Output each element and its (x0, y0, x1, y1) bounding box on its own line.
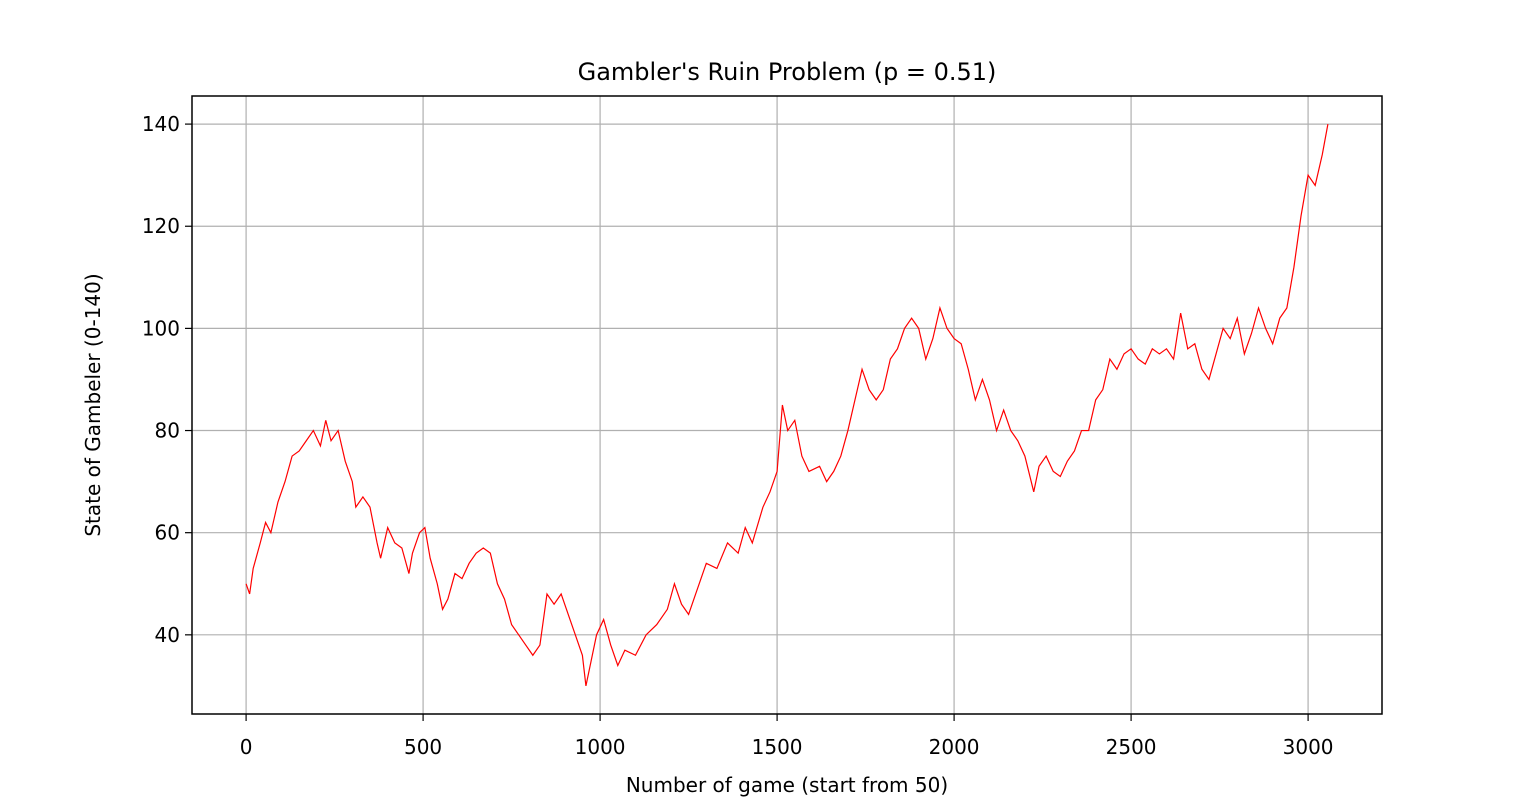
y-tick-label: 80 (155, 419, 180, 443)
y-tick-label: 40 (155, 623, 180, 647)
x-tick-label: 3000 (1283, 735, 1334, 759)
x-axis-label: Number of game (start from 50) (626, 773, 948, 797)
x-tick-label: 1000 (575, 735, 626, 759)
x-tick-label: 2000 (929, 735, 980, 759)
chart-title: Gambler's Ruin Problem (p = 0.51) (578, 58, 997, 86)
x-tick-label: 1500 (752, 735, 803, 759)
y-tick-label: 100 (142, 316, 180, 340)
data-line (245, 123, 1329, 687)
x-tick-label: 2500 (1106, 735, 1157, 759)
y-tick-label: 140 (142, 112, 180, 136)
x-tick-label: 500 (404, 735, 442, 759)
plot-frame (191, 95, 1383, 715)
y-axis-label: State of Gambeler (0-140) (81, 273, 105, 536)
y-tick-label: 120 (142, 214, 180, 238)
x-tick-label: 0 (240, 735, 253, 759)
y-tick-label: 60 (155, 521, 180, 545)
